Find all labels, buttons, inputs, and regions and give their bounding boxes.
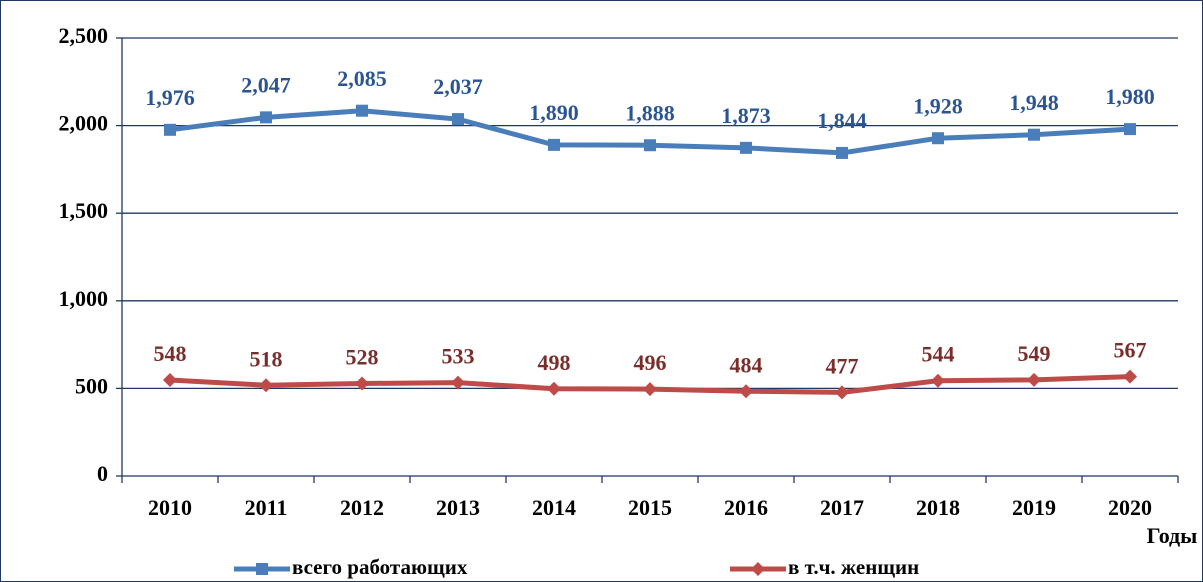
point-marker (931, 373, 945, 388)
x-tick-label: 2018 (916, 495, 960, 520)
x-tick-label: 2013 (436, 495, 480, 520)
legend-label: всего работающих (292, 555, 468, 579)
point-marker (452, 113, 464, 126)
point-marker (644, 139, 656, 152)
point-marker (163, 372, 177, 387)
data-label: 477 (826, 353, 859, 378)
point-marker (259, 378, 273, 393)
y-tick-label: 1,500 (59, 198, 109, 223)
data-label: 484 (730, 352, 763, 377)
point-marker (260, 111, 272, 124)
data-label: 1,873 (721, 103, 771, 128)
y-tick-label: 500 (75, 373, 108, 398)
y-tick-label: 2,500 (59, 23, 109, 48)
data-label: 498 (538, 350, 571, 375)
data-label: 1,980 (1105, 84, 1155, 109)
point-marker (355, 376, 369, 391)
point-marker (547, 381, 561, 396)
data-label: 1,888 (625, 100, 675, 125)
y-tick-label: 1,000 (59, 286, 109, 311)
x-tick-label: 2016 (724, 495, 768, 520)
x-tick-label: 2011 (245, 495, 288, 520)
point-marker (1027, 372, 1041, 387)
point-marker (740, 141, 752, 154)
y-tick-label: 2,000 (59, 111, 109, 136)
data-label: 1,844 (817, 108, 867, 133)
point-marker (548, 138, 560, 151)
data-label: 2,037 (433, 74, 483, 99)
x-tick-label: 2014 (532, 495, 576, 520)
x-tick-label: 2017 (820, 495, 864, 520)
point-marker (164, 123, 176, 136)
point-marker (1124, 123, 1136, 136)
x-tick-label: 2019 (1012, 495, 1056, 520)
data-label: 544 (922, 342, 955, 367)
point-marker (451, 375, 465, 390)
x-tick-label: 2020 (1108, 495, 1152, 520)
data-label: 548 (154, 341, 187, 366)
y-tick-label: 0 (97, 461, 108, 486)
point-marker (643, 382, 657, 397)
x-tick-label: 2015 (628, 495, 672, 520)
data-label: 1,928 (913, 93, 963, 118)
data-label: 1,890 (529, 100, 579, 125)
data-label: 518 (250, 346, 283, 371)
legend-label: в т.ч. женщин (788, 555, 919, 579)
point-marker (836, 146, 848, 159)
legend-marker (256, 563, 268, 575)
point-marker (356, 104, 368, 117)
point-marker (835, 385, 849, 400)
data-label: 496 (634, 350, 667, 375)
x-tick-label: 2012 (340, 495, 384, 520)
data-label: 567 (1114, 338, 1147, 363)
point-marker (739, 384, 753, 399)
point-marker (1028, 128, 1040, 141)
data-label: 528 (346, 345, 379, 370)
data-label: 1,948 (1009, 90, 1059, 115)
legend-marker (751, 562, 765, 576)
data-label: 533 (442, 344, 475, 369)
point-marker (932, 132, 944, 145)
data-label: 2,047 (241, 72, 291, 97)
data-label: 2,085 (337, 66, 387, 91)
point-marker (1123, 369, 1137, 384)
x-axis-label: Годы (1147, 523, 1198, 548)
data-label: 1,976 (145, 85, 195, 110)
data-label: 549 (1018, 341, 1051, 366)
x-tick-label: 2010 (148, 495, 192, 520)
